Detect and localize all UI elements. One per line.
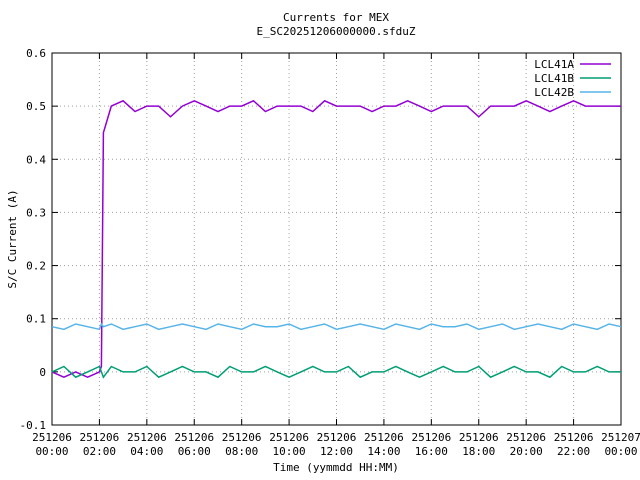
x-tick-label: 251206 20:00 xyxy=(506,431,546,458)
x-tick-label: 251206 12:00 xyxy=(317,431,357,458)
series-line xyxy=(51,99,621,379)
x-tick-label: 251206 08:00 xyxy=(222,431,262,458)
x-tick-label: 251206 02:00 xyxy=(80,431,120,458)
x-tick-label: 251206 16:00 xyxy=(411,431,451,458)
y-axis-label: S/C Current (A) xyxy=(6,189,19,288)
x-tick-label: 251206 10:00 xyxy=(269,431,309,458)
legend-label: LCL41A xyxy=(534,58,574,71)
x-tick-label: 251207 00:00 xyxy=(601,431,640,458)
y-tick-label: 0.4 xyxy=(26,153,46,166)
x-tick-label: 251206 00:00 xyxy=(32,431,72,458)
x-tick-label: 251206 04:00 xyxy=(127,431,167,458)
x-tick-label: 251206 18:00 xyxy=(459,431,499,458)
x-tick-label: 251206 06:00 xyxy=(174,431,214,458)
legend-label: LCL41B xyxy=(534,72,574,85)
chart-subtitle: E_SC20251206000000.sfduZ xyxy=(257,25,416,38)
legend-label: LCL42B xyxy=(534,86,574,99)
y-tick-label: 0 xyxy=(39,366,46,379)
y-tick-label: 0.1 xyxy=(26,313,46,326)
y-tick-label: 0.2 xyxy=(26,260,46,273)
x-tick-label: 251206 14:00 xyxy=(364,431,404,458)
plot-frame xyxy=(51,52,622,426)
x-axis-label: Time (yymmdd HH:MM) xyxy=(273,461,399,474)
y-tick-label: -0.1 xyxy=(20,419,47,432)
y-tick-label: 0.5 xyxy=(26,100,46,113)
x-tick-label: 251206 22:00 xyxy=(554,431,594,458)
series-line xyxy=(51,322,622,331)
y-tick-label: 0.6 xyxy=(26,47,46,60)
y-tick-label: 0.3 xyxy=(26,206,46,219)
series-line xyxy=(51,365,621,379)
chart-title: Currents for MEX xyxy=(283,11,389,24)
